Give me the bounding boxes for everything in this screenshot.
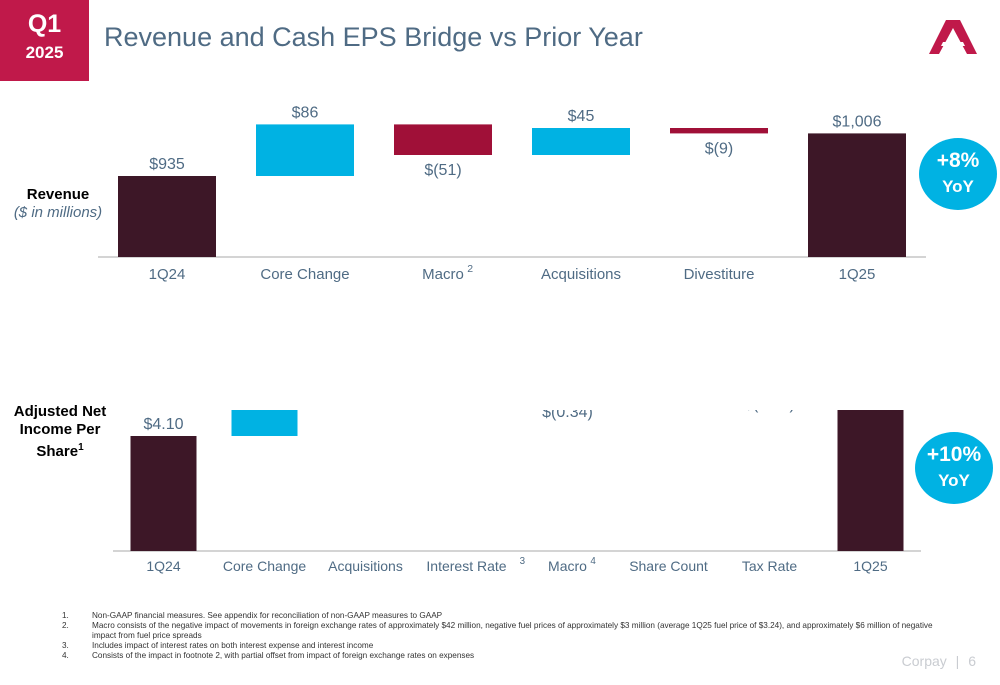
revenue-yoy-label: YoY: [942, 177, 974, 196]
bar-1: [118, 176, 216, 257]
footnote-item: 3. Includes impact of interest rates on b…: [62, 641, 942, 651]
footnotes: 1. Non-GAAP financial measures. See appen…: [62, 611, 942, 661]
footnote-number: 3.: [62, 641, 69, 650]
category-label: 1Q24: [149, 266, 186, 283]
footer-page-number: 6: [968, 653, 976, 669]
category-label: Divestiture: [684, 266, 755, 283]
footnote-text: Includes impact of interest rates on bot…: [92, 641, 374, 650]
bar-2: [231, 376, 298, 436]
bar-8: [837, 388, 904, 551]
revenue-bridge-chart: $935 1Q24 $86 Core Change $(51) Macro 2 $45 Acqu…: [0, 95, 1000, 295]
footnote-ref: 2: [467, 263, 473, 275]
category-label: Core Change: [223, 558, 306, 574]
category-label: Interest Rate: [426, 558, 506, 574]
footnote-text: Consists of the impact in footnote 2, wi…: [92, 651, 475, 660]
data-label: $(9): [705, 140, 733, 157]
bar-3: [394, 124, 492, 155]
badge-quarter: Q1: [27, 10, 62, 38]
category-label: 1Q25: [853, 558, 887, 574]
footnote-item: 2. Macro consists of the negative impact …: [62, 621, 942, 641]
revenue-section-label: Revenue ($ in millions): [2, 186, 114, 222]
category-label: Tax Rate: [742, 558, 797, 574]
revenue-yoy-badge: +8% YoY: [919, 138, 997, 210]
data-label: $(0.05): [744, 410, 795, 413]
category-label: Core Change: [260, 266, 349, 283]
footnote-number: 1.: [62, 611, 69, 620]
footer-separator: |: [955, 653, 960, 669]
footer-brand: Corpay: [901, 653, 947, 669]
eps-label-footnote-ref: 1: [78, 442, 84, 453]
bar-4: [532, 128, 630, 155]
footnote-item: 1. Non-GAAP financial measures. See appen…: [62, 611, 942, 621]
page-footer: Corpay | 6: [902, 653, 976, 669]
data-label: $(51): [424, 162, 461, 179]
category-label: 1Q25: [839, 266, 876, 283]
bar-6: [808, 133, 906, 257]
category-label: Acquisitions: [541, 266, 621, 283]
footnote-text: Non-GAAP financial measures. See appendi…: [92, 611, 443, 620]
eps-label-line1: Adjusted Net: [13, 403, 107, 420]
footnote-number: 4.: [62, 651, 69, 660]
footnote-number: 2.: [62, 621, 69, 630]
footnote-ref: 4: [590, 556, 596, 567]
footnote-ref: 3: [520, 556, 526, 567]
corpay-logo-icon: [929, 20, 977, 54]
badge-year: 2025: [25, 43, 64, 62]
category-label: Macro: [548, 558, 587, 574]
category-label: Acquisitions: [328, 558, 403, 574]
eps-label-line3: Share: [36, 443, 79, 460]
eps-yoy-value: +10%: [926, 443, 982, 466]
revenue-yoy-value: +8%: [936, 149, 980, 172]
eps-label-line2: Income Per: [19, 421, 101, 438]
bar-1: [130, 436, 197, 551]
bar-2: [256, 124, 354, 176]
bar-5: [670, 128, 768, 134]
category-label: 1Q24: [146, 558, 180, 574]
data-label: $935: [149, 156, 185, 173]
data-label: $86: [292, 104, 319, 121]
data-label: $1,006: [833, 113, 882, 130]
page-title: Revenue and Cash EPS Bridge vs Prior Yea…: [104, 22, 643, 52]
data-label: $45: [568, 108, 595, 125]
eps-section-label: Adjusted Net Income Per Share1: [0, 403, 120, 461]
revenue-label-title: Revenue: [26, 186, 90, 203]
category-label: Macro: [422, 266, 464, 283]
data-label: $4.10: [143, 416, 183, 433]
quarter-badge: Q1 2025: [0, 0, 89, 81]
footnote-item: 4. Consists of the impact in footnote 2, …: [62, 651, 942, 661]
eps-yoy-label: YoY: [938, 471, 970, 490]
revenue-bridge-svg: $935 1Q24 $86 Core Change $(51) Macro 2 $45 Acqu…: [98, 104, 926, 283]
footnote-text: Macro consists of the negative impact of…: [92, 621, 933, 640]
data-label: $(0.34): [542, 410, 593, 421]
category-label: Share Count: [629, 558, 708, 574]
revenue-label-unit: ($ in millions): [13, 204, 103, 221]
eps-yoy-badge: +10% YoY: [915, 432, 993, 504]
